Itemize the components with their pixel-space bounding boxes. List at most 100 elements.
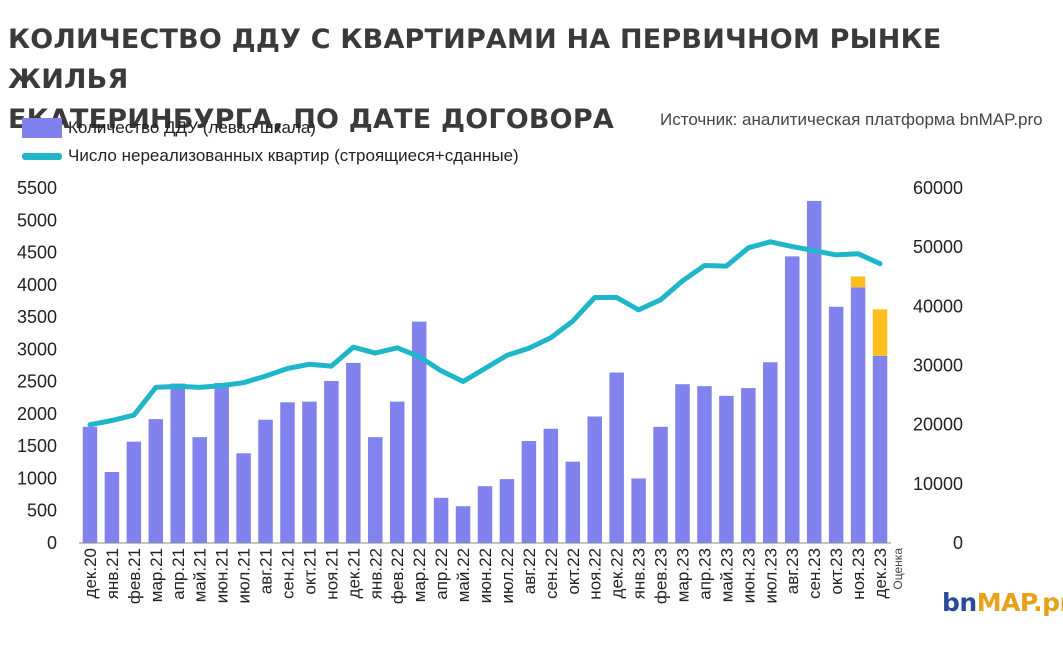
- x-tick-label: май.21: [191, 548, 210, 602]
- bar: [170, 383, 186, 543]
- bar: [324, 380, 339, 543]
- unsold-apartments-line: [87, 239, 883, 428]
- bar: [148, 419, 164, 543]
- bar: [850, 287, 866, 543]
- y-right-tick-label: 50000: [913, 237, 963, 257]
- bar: [565, 461, 581, 543]
- bar: [411, 321, 427, 543]
- bar: [236, 453, 251, 543]
- bar: [455, 506, 471, 543]
- x-tick-label: май.22: [454, 548, 473, 602]
- bar-estimate: [850, 276, 866, 288]
- y-left-tick-label: 500: [27, 501, 57, 521]
- bar: [609, 372, 624, 543]
- bar: [543, 428, 559, 543]
- bar: [653, 426, 668, 543]
- bar: [784, 256, 800, 543]
- bar: [433, 497, 449, 543]
- x-tick-label: мар.21: [147, 548, 166, 602]
- x-tick-label: янв.22: [366, 548, 385, 599]
- x-tick-label: дек.22: [608, 548, 627, 598]
- legend-swatch-bars: [22, 118, 62, 138]
- x-tick-label: мар.23: [674, 548, 693, 602]
- bar: [389, 401, 405, 543]
- bar: [192, 437, 207, 543]
- x-tick-label: фев.21: [125, 548, 144, 604]
- legend: Количество ДДУ (левая шкала) Число нереа…: [22, 114, 519, 170]
- bar: [258, 419, 273, 543]
- bar: [280, 402, 295, 543]
- x-tick-label: июл.21: [235, 548, 254, 603]
- x-tick-label: ноя.21: [322, 548, 341, 600]
- title-line-1: КОЛИЧЕСТВО ДДУ С КВАРТИРАМИ НА ПЕРВИЧНОМ…: [8, 24, 942, 95]
- y-left-tick-label: 3500: [17, 307, 57, 327]
- bar: [828, 306, 844, 543]
- bar: [368, 437, 383, 543]
- x-tick-label: авг.22: [520, 548, 539, 594]
- bar: [104, 472, 120, 543]
- bar: [741, 388, 756, 543]
- y-left-tick-label: 1000: [17, 468, 57, 488]
- x-tick-label: дек.21: [344, 548, 363, 598]
- x-tick-label: июл.22: [498, 548, 517, 603]
- y-right-tick-label: 40000: [913, 296, 963, 316]
- x-tick-label: июл.23: [761, 548, 780, 603]
- y-left-tick-label: 1500: [17, 436, 57, 456]
- bar: [587, 416, 602, 543]
- bar-estimate: [872, 309, 888, 356]
- x-tick-label: авг.23: [783, 548, 802, 594]
- bar: [126, 441, 142, 543]
- bar: [631, 478, 646, 543]
- x-tick-label: апр.22: [432, 548, 451, 600]
- legend-item-bars: Количество ДДУ (левая шкала): [22, 114, 519, 142]
- x-tick-label: июн.21: [213, 548, 232, 603]
- y-right-tick-label: 0: [953, 533, 963, 553]
- x-tick-label: окт.21: [300, 548, 319, 595]
- x-tick-label: сен.22: [542, 548, 561, 599]
- bar: [872, 355, 888, 543]
- y-right-tick-label: 10000: [913, 474, 963, 494]
- bar: [697, 386, 712, 543]
- bar: [763, 362, 778, 543]
- x-tick-label: сен.21: [278, 548, 297, 599]
- bar: [499, 479, 515, 543]
- legend-label-line: Число нереализованных квартир (строящиес…: [68, 146, 519, 165]
- bar: [214, 382, 229, 543]
- bar: [719, 395, 734, 543]
- y-left-tick-label: 5500: [17, 178, 57, 198]
- bnmap-logo: bnMAP.pro: [942, 588, 1063, 617]
- x-tick-label: окт.23: [827, 548, 846, 595]
- x-tick-label: сен.23: [805, 548, 824, 599]
- chart-title: КОЛИЧЕСТВО ДДУ С КВАРТИРАМИ НА ПЕРВИЧНОМ…: [8, 20, 1008, 140]
- x-tick-label: янв.21: [103, 548, 122, 599]
- x-tick-label: июн.23: [739, 548, 758, 603]
- y-right-tick-label: 60000: [913, 178, 963, 198]
- x-tick-label: дек.20: [81, 548, 100, 598]
- x-tick-label: янв.23: [630, 548, 649, 599]
- x-tick-label: ноя.23: [849, 548, 868, 600]
- bar: [477, 486, 493, 543]
- source-note: Источник: аналитическая платформа bnMAP.…: [660, 110, 1043, 129]
- y-right-tick-label: 20000: [913, 415, 963, 435]
- y-left-tick-label: 0: [47, 533, 57, 553]
- x-tick-label: июн.22: [476, 548, 495, 603]
- y-right-tick-label: 30000: [913, 356, 963, 376]
- y-left-tick-label: 4500: [17, 243, 57, 263]
- bar: [806, 200, 822, 543]
- y-left-tick-label: 5000: [17, 210, 57, 230]
- x-tick-label: дек.23: [871, 548, 890, 598]
- legend-label-bars: Количество ДДУ (левая шкала): [68, 118, 316, 137]
- estimate-label: Оценка: [891, 548, 905, 590]
- y-left-tick-label: 3000: [17, 339, 57, 359]
- bar: [675, 384, 690, 543]
- x-tick-label: окт.22: [564, 548, 583, 595]
- legend-item-line: Число нереализованных квартир (строящиес…: [22, 142, 519, 170]
- bar: [82, 426, 98, 543]
- bar: [521, 441, 537, 543]
- x-tick-label: апр.21: [169, 548, 188, 600]
- title-line-2: ЕКАТЕРИНБУРГА, ПО ДАТЕ ДОГОВОРА: [8, 104, 614, 135]
- x-tick-label: авг.21: [257, 548, 276, 594]
- y-left-tick-label: 2500: [17, 372, 57, 392]
- x-tick-label: фев.22: [388, 548, 407, 604]
